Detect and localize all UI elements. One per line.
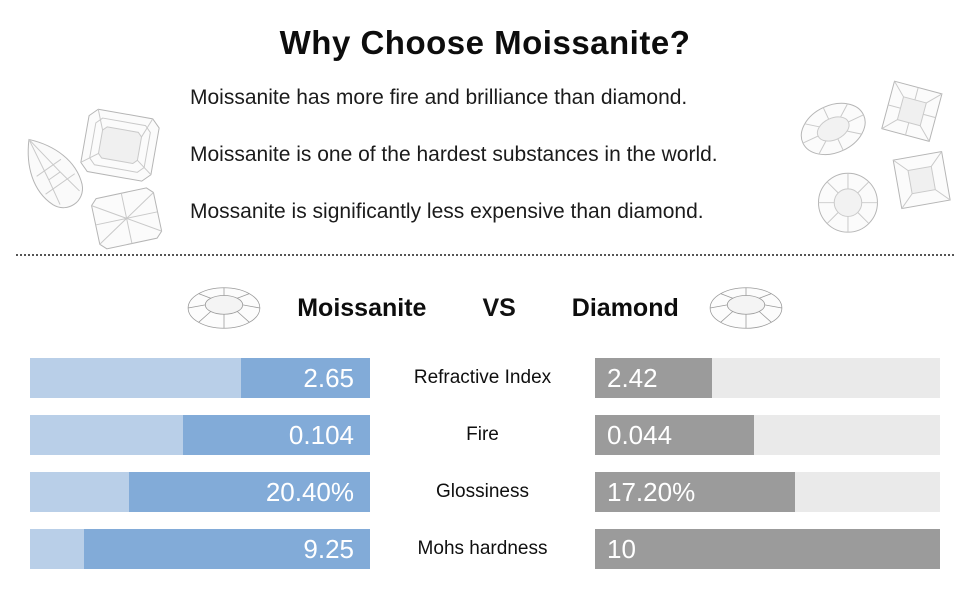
diamond-bar: 10 [595, 529, 940, 569]
diamond-bar-fill: 10 [595, 529, 940, 569]
diamond-value: 10 [607, 534, 636, 564]
dotted-divider [16, 254, 954, 256]
diamond-gem-icon [707, 283, 785, 333]
benefits-text: Moissanite has more fire and brilliance … [190, 86, 718, 257]
benefit-line-1: Moissanite has more fire and brilliance … [190, 86, 688, 109]
vs-label: VS [482, 293, 516, 322]
benefit-line-3: Mossanite is significantly less expensiv… [190, 200, 704, 223]
metric-label: Mohs hardness [417, 538, 548, 559]
moissanite-bar-track [30, 415, 183, 455]
metric-label: Fire [466, 424, 499, 445]
infographic: Why Choose Moissanite? [0, 24, 970, 569]
diamond-bar-fill: 17.20% [595, 472, 796, 512]
round-gem-icon [817, 172, 878, 233]
page-title: Why Choose Moissanite? [279, 24, 691, 61]
hero-section: Moissanite has more fire and brilliance … [0, 62, 970, 254]
moissanite-bar: 2.65 [30, 358, 370, 398]
moissanite-label: Moissanite [297, 293, 427, 322]
moissanite-value: 0.104 [288, 420, 354, 450]
comparison-row-mohs-hardness: 9.25 Mohs hardness 10 [30, 529, 970, 569]
moissanite-value: 9.25 [303, 534, 354, 564]
comparison-row-glossiness: 20.40% Glossiness 17.20% [30, 472, 970, 512]
moissanite-bar-fill: 2.65 [240, 358, 370, 398]
diamond-value: 2.42 [607, 363, 658, 393]
moissanite-bar-track [30, 472, 129, 512]
comparison-row-refractive-index: 2.65 Refractive Index 2.42 [30, 358, 970, 398]
moissanite-bar-track [30, 358, 241, 398]
comparison-chart: 2.65 Refractive Index 2.42 0.104 Fire 0.… [0, 358, 970, 569]
moissanite-bar-fill: 0.104 [183, 415, 370, 455]
moissanite-bar-fill: 20.40% [128, 472, 370, 512]
asscher-gem-icon [80, 108, 160, 182]
moissanite-gem-icon [185, 283, 263, 333]
moissanite-bar: 9.25 [30, 529, 370, 569]
comparison-header: Moissanite VS Diamond [0, 280, 970, 336]
radiant-gem-icon [91, 187, 163, 250]
moissanite-value: 2.65 [303, 363, 354, 393]
square-gem-icon [892, 151, 951, 210]
princess-gem-icon [881, 80, 943, 142]
gemstones-right-image [786, 70, 964, 242]
benefit-line-2: Moissanite is one of the hardest substan… [190, 143, 718, 166]
moissanite-bar: 20.40% [30, 472, 370, 512]
moissanite-value: 20.40% [265, 477, 354, 507]
diamond-value: 0.044 [607, 420, 673, 450]
diamond-bar: 0.044 [595, 415, 940, 455]
comparison-row-fire: 0.104 Fire 0.044 [30, 415, 970, 455]
diamond-value: 17.20% [607, 477, 696, 507]
diamond-bar-fill: 2.42 [595, 358, 713, 398]
metric-label: Glossiness [436, 481, 529, 502]
diamond-label: Diamond [571, 293, 679, 322]
oval-gem-icon [800, 102, 866, 156]
metric-label: Refractive Index [413, 367, 552, 388]
moissanite-bar: 0.104 [30, 415, 370, 455]
pear-gem-icon [27, 138, 83, 209]
moissanite-bar-fill: 9.25 [84, 529, 370, 569]
gemstones-left-image [8, 82, 180, 250]
moissanite-bar-track [30, 529, 85, 569]
diamond-bar-fill: 0.044 [595, 415, 754, 455]
diamond-bar: 17.20% [595, 472, 940, 512]
diamond-bar: 2.42 [595, 358, 940, 398]
